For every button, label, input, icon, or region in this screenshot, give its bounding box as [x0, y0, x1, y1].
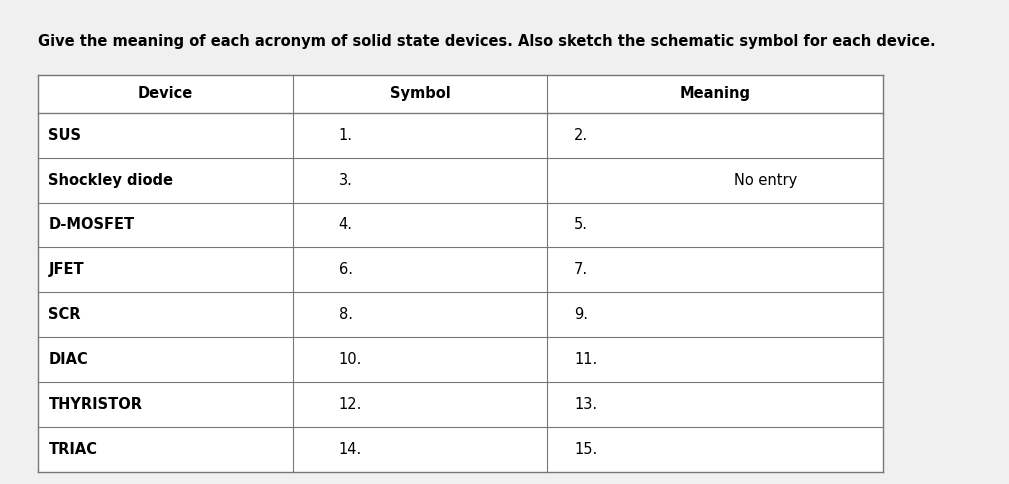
Text: 13.: 13. — [574, 397, 597, 412]
Text: No entry: No entry — [734, 173, 797, 188]
Text: 14.: 14. — [338, 442, 362, 457]
Text: 2.: 2. — [574, 128, 588, 143]
Text: 7.: 7. — [574, 262, 588, 277]
Text: 10.: 10. — [338, 352, 362, 367]
Text: Give the meaning of each acronym of solid state devices. Also sketch the schemat: Give the meaning of each acronym of soli… — [38, 34, 936, 49]
Text: Meaning: Meaning — [679, 86, 751, 101]
Text: TRIAC: TRIAC — [48, 442, 98, 457]
Text: D-MOSFET: D-MOSFET — [48, 217, 134, 232]
Text: THYRISTOR: THYRISTOR — [48, 397, 142, 412]
Text: Symbol: Symbol — [389, 86, 450, 101]
Text: Shockley diode: Shockley diode — [48, 173, 174, 188]
Text: 5.: 5. — [574, 217, 588, 232]
Text: 6.: 6. — [338, 262, 352, 277]
Text: SCR: SCR — [48, 307, 81, 322]
Text: Device: Device — [138, 86, 193, 101]
Text: DIAC: DIAC — [48, 352, 88, 367]
Text: 1.: 1. — [338, 128, 352, 143]
Text: SUS: SUS — [48, 128, 82, 143]
Text: 9.: 9. — [574, 307, 588, 322]
Text: 3.: 3. — [338, 173, 352, 188]
Text: 8.: 8. — [338, 307, 352, 322]
Text: 11.: 11. — [574, 352, 597, 367]
Text: JFET: JFET — [48, 262, 84, 277]
Text: 12.: 12. — [338, 397, 362, 412]
Text: 15.: 15. — [574, 442, 597, 457]
Text: 4.: 4. — [338, 217, 352, 232]
